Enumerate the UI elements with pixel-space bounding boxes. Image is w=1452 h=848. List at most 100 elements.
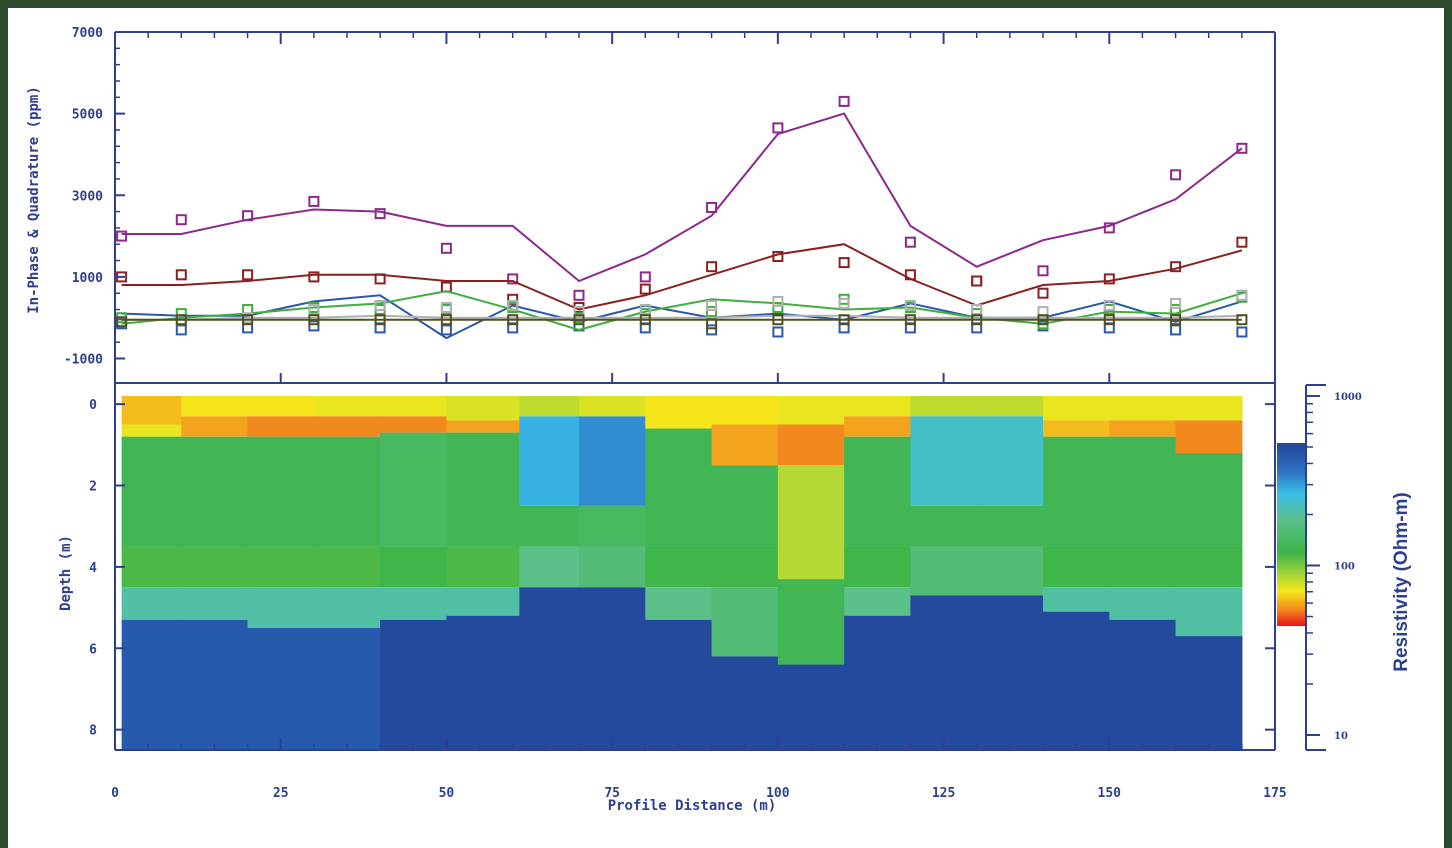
resistivity-cell bbox=[446, 546, 520, 588]
resistivity-cell bbox=[976, 416, 1044, 506]
em-y-tick-label: 3000 bbox=[72, 189, 103, 204]
resistivity-cell bbox=[247, 396, 315, 417]
observed-point bbox=[1170, 314, 1182, 326]
observed-point bbox=[1170, 169, 1182, 181]
resistivity-cell bbox=[519, 505, 580, 547]
resistivity-cell bbox=[1109, 436, 1177, 547]
resistivity-cell bbox=[844, 615, 912, 751]
resistivity-cell bbox=[777, 579, 845, 665]
resistivity-cell bbox=[121, 587, 182, 620]
observed-point bbox=[971, 304, 983, 315]
calculated-line bbox=[121, 243, 1243, 311]
resistivity-cell bbox=[181, 436, 249, 547]
resistivity-section bbox=[121, 396, 1243, 751]
resistivity-cell bbox=[844, 396, 912, 417]
colorbar-title: Resistivity (Ohm-m) bbox=[1391, 492, 1412, 671]
observed-point bbox=[639, 283, 651, 295]
x-tick-label: 25 bbox=[273, 786, 289, 801]
observed-point bbox=[1037, 287, 1049, 299]
resistivity-cell bbox=[976, 595, 1044, 750]
x-tick-label: 175 bbox=[1263, 786, 1286, 801]
resistivity-cell bbox=[380, 546, 448, 588]
x-tick-label: 125 bbox=[932, 786, 955, 801]
em-y-tick-label: 1000 bbox=[72, 271, 103, 286]
depth-tick-label: 4 bbox=[89, 561, 97, 576]
resistivity-cell bbox=[579, 587, 646, 751]
resistivity-cell bbox=[519, 396, 580, 417]
colorbar-tick-label: 10 bbox=[1334, 731, 1348, 742]
resistivity-cell bbox=[247, 416, 315, 437]
observed-point bbox=[838, 95, 850, 107]
observed-point bbox=[440, 314, 452, 326]
observed-point bbox=[374, 300, 386, 311]
resistivity-cell bbox=[313, 436, 381, 547]
observed-point bbox=[706, 261, 718, 273]
resistivity-cell bbox=[313, 627, 381, 751]
observed-point bbox=[904, 314, 916, 326]
resistivity-cell bbox=[711, 465, 779, 547]
observed-point bbox=[1037, 314, 1049, 326]
observed-point bbox=[440, 324, 452, 336]
resistivity-cell bbox=[380, 396, 448, 417]
resistivity-cell bbox=[579, 396, 646, 417]
x-tick-label: 100 bbox=[766, 786, 790, 801]
resistivity-cell bbox=[711, 656, 779, 751]
resistivity-cell bbox=[1043, 396, 1110, 421]
resistivity-cell bbox=[313, 587, 381, 628]
observed-point bbox=[639, 304, 651, 315]
observed-point bbox=[1170, 324, 1182, 336]
observed-point bbox=[1170, 304, 1182, 315]
observed-point bbox=[772, 326, 784, 338]
observed-point bbox=[507, 300, 519, 311]
observed-point bbox=[175, 314, 187, 326]
resistivity-cell bbox=[1175, 587, 1243, 637]
observed-point bbox=[242, 314, 254, 326]
calculated-line bbox=[121, 112, 1243, 283]
resistivity-cell bbox=[1175, 636, 1243, 750]
observed-point bbox=[706, 318, 718, 330]
resistivity-cell bbox=[645, 546, 713, 588]
resistivity-cell bbox=[247, 546, 315, 588]
observed-point bbox=[639, 314, 651, 326]
observed-point bbox=[507, 314, 519, 326]
observed-point bbox=[242, 269, 254, 281]
observed-point bbox=[116, 316, 128, 328]
em-y-axis-title: In-Phase & Quadrature (ppm) bbox=[26, 86, 42, 314]
resistivity-cell bbox=[711, 546, 779, 588]
colorbar-gradient bbox=[1277, 443, 1306, 626]
resistivity-cell bbox=[1043, 587, 1110, 612]
observed-point bbox=[308, 304, 320, 315]
resistivity-colorbar: 1000 100 10 bbox=[1277, 384, 1362, 751]
observed-point bbox=[308, 195, 320, 207]
depth-tick-label: 0 bbox=[89, 398, 97, 413]
observed-point bbox=[440, 302, 452, 313]
observed-point bbox=[507, 273, 519, 285]
resistivity-cell bbox=[247, 627, 315, 751]
observed-point bbox=[440, 242, 452, 254]
resistivity-cell bbox=[1109, 546, 1177, 588]
resistivity-cell bbox=[777, 396, 845, 425]
observed-point bbox=[175, 214, 187, 226]
observed-point bbox=[706, 324, 718, 336]
resistivity-cell bbox=[121, 546, 182, 588]
resistivity-cell bbox=[446, 587, 520, 616]
resistivity-cell bbox=[976, 505, 1044, 547]
resistivity-cell bbox=[313, 416, 381, 437]
observed-point bbox=[904, 269, 916, 281]
resistivity-cell bbox=[844, 436, 912, 547]
resistivity-cell bbox=[1109, 396, 1177, 421]
observed-point bbox=[838, 257, 850, 269]
resistivity-cell bbox=[1109, 619, 1177, 751]
resistivity-cell bbox=[247, 436, 315, 547]
observed-point bbox=[1236, 142, 1248, 154]
em-y-tick-label: 5000 bbox=[72, 108, 103, 123]
resistivity-cell bbox=[711, 424, 779, 466]
resistivity-cell bbox=[446, 432, 520, 547]
resistivity-cell bbox=[519, 546, 580, 588]
depth-tick-label: 8 bbox=[89, 724, 97, 739]
observed-point bbox=[374, 273, 386, 285]
resistivity-cell bbox=[1175, 452, 1243, 547]
observed-point bbox=[242, 210, 254, 222]
em-y-tick-label: 7000 bbox=[72, 26, 103, 41]
